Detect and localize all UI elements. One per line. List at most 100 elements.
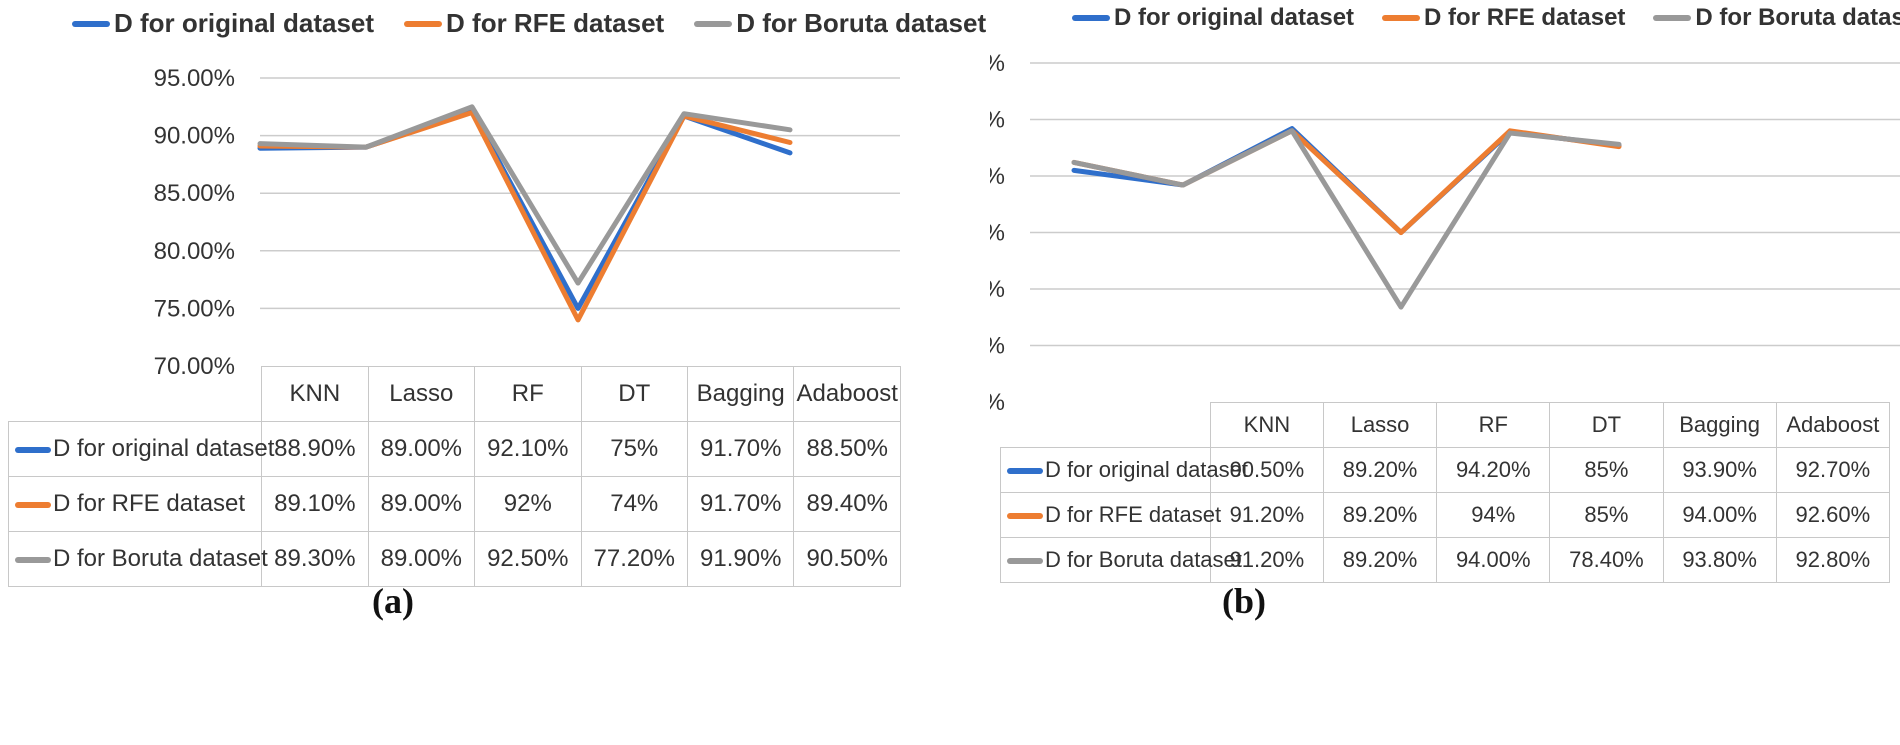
data-label: 91.20% bbox=[1209, 537, 1324, 583]
category-label: Adaboost bbox=[1775, 402, 1891, 448]
series-swatch bbox=[1007, 558, 1043, 565]
legend-swatch-rfe bbox=[1382, 15, 1421, 21]
series-name: D for original dataset bbox=[1045, 457, 1248, 482]
category-label: RF bbox=[1436, 402, 1551, 448]
legend-label: D for original dataset bbox=[114, 8, 375, 38]
series-name: D for Boruta dataset bbox=[1045, 547, 1242, 572]
data-label: 93.90% bbox=[1662, 447, 1777, 493]
series-line-boruta bbox=[257, 104, 793, 286]
data-label: 94.00% bbox=[1662, 492, 1777, 538]
table-row: D for RFE dataset 91.20% 89.20% 94% 85% 94.00… bbox=[1000, 492, 1891, 538]
category-label: Adaboost bbox=[793, 366, 901, 422]
data-label: 91.20% bbox=[1209, 492, 1324, 538]
category-label: DT bbox=[1549, 402, 1664, 448]
series-swatch bbox=[15, 446, 51, 453]
series-swatch bbox=[15, 556, 51, 563]
y-tick-label: 90.00% bbox=[990, 163, 1005, 190]
category-label: Bagging bbox=[686, 366, 795, 422]
line-plot-b: 70.00%75.00%80.00%85.00%90.00%95.00%100.… bbox=[990, 50, 1900, 416]
data-label: 94.00% bbox=[1436, 537, 1551, 583]
legend-label: D for RFE dataset bbox=[1424, 4, 1626, 31]
y-tick-label: 95.00% bbox=[154, 65, 235, 92]
data-label: 89.20% bbox=[1322, 447, 1438, 493]
data-label: 89.10% bbox=[261, 476, 369, 532]
data-label: 89.00% bbox=[367, 476, 476, 532]
data-label: 90.50% bbox=[1209, 447, 1324, 493]
legend-label: D for Boruta dataset bbox=[1695, 4, 1900, 31]
data-label: 85% bbox=[1549, 447, 1664, 493]
data-label: 91.90% bbox=[686, 531, 795, 587]
series-name-cell: D for RFE dataset bbox=[7, 476, 263, 532]
data-table-b: KNN Lasso RF DT Bagging Adaboost D for origina… bbox=[1000, 402, 1891, 583]
series-line-boruta bbox=[1071, 128, 1622, 310]
data-label: 74% bbox=[580, 476, 688, 532]
legend-label: D for original dataset bbox=[1114, 4, 1355, 31]
data-label: 89.20% bbox=[1322, 492, 1438, 538]
legend: D for original dataset D for RFE dataset… bbox=[72, 8, 986, 39]
y-tick-label: 100.00% bbox=[990, 50, 1005, 77]
table-row: D for Boruta dataset 89.30% 89.00% 92.50% 77… bbox=[7, 531, 901, 587]
data-label: 92.80% bbox=[1775, 537, 1891, 583]
category-label: KNN bbox=[261, 366, 369, 422]
y-tick-label: 80.00% bbox=[990, 276, 1005, 303]
y-tick-label: 90.00% bbox=[154, 123, 235, 150]
series-name: D for original dataset bbox=[53, 435, 275, 462]
data-label: 89.20% bbox=[1322, 537, 1438, 583]
series-swatch bbox=[1007, 513, 1043, 520]
legend-swatch-original bbox=[1072, 15, 1110, 21]
legend-label: D for RFE dataset bbox=[446, 8, 665, 38]
y-tick-label: 75.00% bbox=[990, 333, 1005, 360]
panel-label-a: (a) bbox=[372, 581, 414, 621]
data-label: 85% bbox=[1549, 492, 1664, 538]
data-label: 88.90% bbox=[261, 421, 369, 477]
legend-swatch-rfe bbox=[404, 20, 443, 27]
table-row: D for RFE dataset 89.10% 89.00% 92% 74% 91.70… bbox=[7, 476, 901, 532]
data-label: 92% bbox=[474, 476, 582, 532]
series-name-cell: D for Boruta dataset bbox=[7, 531, 268, 587]
data-label: 93.80% bbox=[1662, 537, 1777, 583]
table-row: D for original dataset 88.90% 89.00% 92.10%… bbox=[7, 421, 901, 477]
data-label: 91.70% bbox=[686, 476, 795, 532]
data-label: 89.40% bbox=[793, 476, 901, 532]
category-label: DT bbox=[580, 366, 688, 422]
data-label: 89.00% bbox=[367, 531, 476, 587]
series-swatch bbox=[15, 501, 51, 508]
legend-item-boruta: D for Boruta dataset bbox=[1653, 4, 1900, 32]
table-row: D for original dataset 90.50% 89.20% 94.20%… bbox=[1000, 447, 1891, 493]
series-name: D for RFE dataset bbox=[1045, 502, 1222, 527]
data-label: 78.40% bbox=[1549, 537, 1664, 583]
y-tick-label: 85.00% bbox=[154, 180, 235, 207]
table-corner bbox=[8, 366, 263, 422]
series-line-original bbox=[257, 108, 793, 311]
data-label: 92.10% bbox=[474, 421, 582, 477]
series-name: D for Boruta dataset bbox=[53, 545, 268, 572]
data-label: 88.50% bbox=[793, 421, 901, 477]
legend: D for original dataset D for RFE dataset… bbox=[1072, 4, 1900, 32]
chart-panel-b: D for original dataset D for RFE dataset… bbox=[990, 0, 1900, 745]
legend-swatch-boruta bbox=[694, 20, 733, 27]
data-table-a: KNN Lasso RF DT Bagging Adaboost D for origina… bbox=[7, 366, 901, 587]
legend-item-rfe: D for RFE dataset bbox=[404, 8, 664, 39]
legend-swatch-original bbox=[72, 20, 110, 27]
legend-item-boruta: D for Boruta dataset bbox=[694, 8, 986, 39]
data-label: 90.50% bbox=[793, 531, 901, 587]
y-tick-label: 80.00% bbox=[154, 238, 235, 265]
legend-item-rfe: D for RFE dataset bbox=[1382, 4, 1625, 32]
legend-swatch-boruta bbox=[1653, 15, 1692, 21]
legend-item-original: D for original dataset bbox=[72, 8, 374, 39]
series-swatch bbox=[1007, 468, 1043, 475]
data-label: 89.00% bbox=[367, 421, 476, 477]
data-label: 89.30% bbox=[261, 531, 369, 587]
legend-item-original: D for original dataset bbox=[1072, 4, 1354, 32]
series-name-cell: D for RFE dataset bbox=[1000, 492, 1221, 538]
data-label: 94% bbox=[1436, 492, 1551, 538]
category-label: KNN bbox=[1209, 402, 1324, 448]
legend-label: D for Boruta dataset bbox=[736, 8, 987, 38]
table-header-row: KNN Lasso RF DT Bagging Adaboost bbox=[8, 366, 901, 422]
series-name-cell: D for original dataset bbox=[7, 421, 274, 477]
data-label: 94.20% bbox=[1436, 447, 1551, 493]
category-label: Lasso bbox=[1322, 402, 1438, 448]
data-label: 75% bbox=[580, 421, 688, 477]
series-name-cell: D for Boruta dataset bbox=[1000, 537, 1242, 583]
data-label: 91.70% bbox=[686, 421, 795, 477]
